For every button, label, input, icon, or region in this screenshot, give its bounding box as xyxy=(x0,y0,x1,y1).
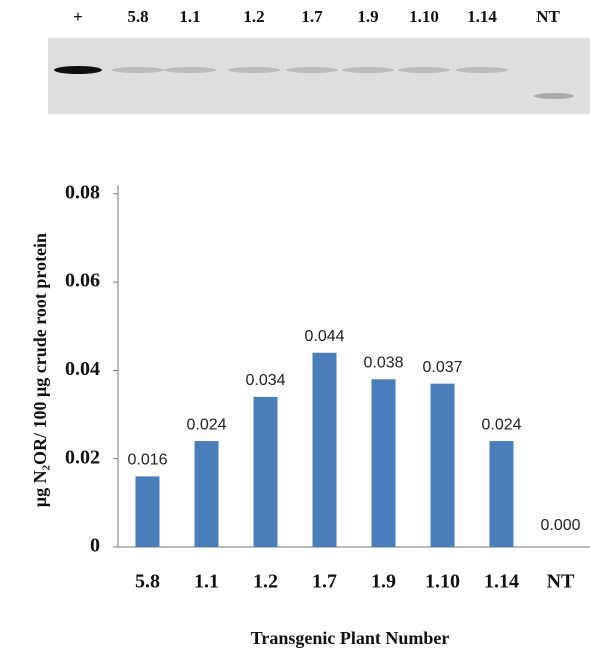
y-tick-label: 0.04 xyxy=(65,358,100,380)
value-label: 0.024 xyxy=(186,416,226,433)
lane-label: 1.14 xyxy=(467,7,497,26)
blot-membrane xyxy=(48,38,590,114)
bar xyxy=(254,397,278,547)
bar xyxy=(313,353,337,547)
y-axis-label: μg N₂OR/ 100 μg crude root protein xyxy=(30,233,50,507)
value-label: 0.024 xyxy=(481,416,521,433)
y-tick-label: 0 xyxy=(90,535,100,557)
x-tick-label: 1.10 xyxy=(425,571,460,593)
x-tick-label: 1.2 xyxy=(253,571,278,593)
blot-band xyxy=(342,67,394,73)
x-tick-label: 1.14 xyxy=(484,571,519,593)
x-tick-label: 5.8 xyxy=(135,571,160,593)
value-label: 0.016 xyxy=(127,452,167,469)
x-tick-label: 1.9 xyxy=(371,571,396,593)
lane-label: 1.1 xyxy=(179,7,200,26)
lane-label: + xyxy=(73,7,83,26)
blot-band xyxy=(228,67,280,73)
lane-label: 1.2 xyxy=(243,7,264,26)
value-label: 0.044 xyxy=(304,328,344,345)
lane-label: 1.10 xyxy=(409,7,439,26)
lane-label: 5.8 xyxy=(127,7,148,26)
lane-label: NT xyxy=(536,7,560,26)
x-tick-label: 1.1 xyxy=(194,571,219,593)
value-label: 0.038 xyxy=(363,354,403,371)
value-label: 0.037 xyxy=(422,359,462,376)
lane-label: 1.7 xyxy=(301,7,323,26)
page: μg N₂OR/ 100 μg crude root protein Trans… xyxy=(0,0,590,652)
blot-band xyxy=(54,66,102,74)
y-tick-label: 0.06 xyxy=(65,270,100,292)
x-tick-label: 1.7 xyxy=(312,571,337,593)
bar xyxy=(372,379,396,547)
y-tick-label: 0.08 xyxy=(65,181,100,203)
value-label: 0.034 xyxy=(245,372,285,389)
value-label: 0.000 xyxy=(540,517,580,534)
bar xyxy=(195,441,219,547)
bar xyxy=(490,441,514,547)
x-tick-label: NT xyxy=(547,571,575,593)
lane-label: 1.9 xyxy=(357,7,378,26)
bar xyxy=(431,384,455,547)
blot-band xyxy=(456,67,508,73)
figure: μg N₂OR/ 100 μg crude root protein Trans… xyxy=(0,0,590,652)
blot-band xyxy=(398,67,450,73)
blot-band xyxy=(112,67,164,73)
x-axis-label: Transgenic Plant Number xyxy=(251,628,450,648)
blot-band xyxy=(164,67,216,73)
blot-band xyxy=(534,93,574,99)
blot-band xyxy=(286,67,338,73)
bar xyxy=(136,476,160,547)
y-tick-label: 0.02 xyxy=(65,446,100,468)
